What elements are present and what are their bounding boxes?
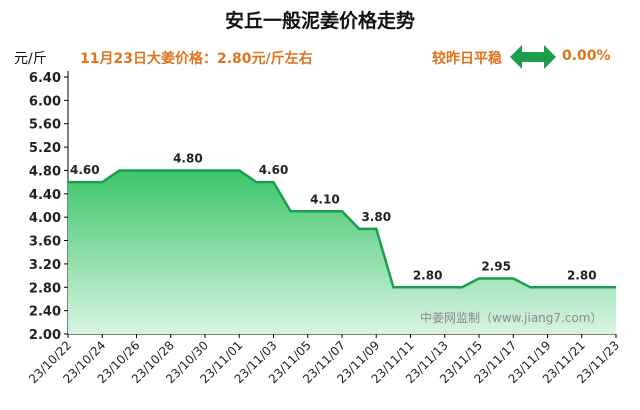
y-axis: 2.00 2.40 2.80 3.20 3.60 4.00 4.40 4.80 5.20 5.60… (29, 71, 69, 343)
data-label: 2.95 (481, 260, 511, 274)
y-tick-label: 6.40 (29, 71, 61, 86)
double-arrow-icon (510, 45, 556, 69)
y-tick-label: 4.40 (29, 188, 61, 203)
y-tick-label: 2.80 (29, 281, 61, 296)
data-labels: 4.60 4.80 4.60 4.10 3.80 2.80 2.95 2.80 (70, 151, 597, 282)
price-line-series (68, 169, 616, 289)
y-tick-label: 2.00 (29, 328, 61, 343)
y-axis-unit: 元/斤 (14, 51, 47, 67)
data-label: 4.80 (173, 151, 203, 165)
data-label: 2.80 (413, 268, 443, 282)
y-tick-label: 2.40 (29, 305, 61, 320)
y-tick-label: 3.20 (29, 258, 61, 273)
y-tick-label: 4.00 (29, 211, 61, 226)
data-label: 4.60 (70, 163, 100, 177)
x-axis: 23/10/2223/10/2423/10/2623/10/2823/10/30… (26, 333, 622, 386)
data-label: 4.10 (310, 192, 340, 206)
change-percent: 0.00% (562, 48, 611, 64)
data-label: 4.60 (259, 163, 289, 177)
price-area (68, 170, 616, 334)
chart-title: 安丘一般泥姜价格走势 (224, 10, 415, 32)
data-label: 3.80 (361, 210, 391, 224)
y-tick-label: 4.80 (29, 164, 61, 179)
data-label: 2.80 (567, 268, 597, 282)
price-summary: 11月23日大姜价格：2.80元/斤左右 (80, 51, 313, 67)
watermark: 中姜网监制（www.jiang7.com） (420, 310, 602, 325)
y-tick-label: 5.20 (29, 141, 61, 156)
y-tick-label: 5.60 (29, 118, 61, 133)
y-tick-label: 3.60 (29, 235, 61, 250)
y-tick-label: 6.00 (29, 94, 61, 109)
change-label: 较昨日平稳 (432, 51, 502, 67)
